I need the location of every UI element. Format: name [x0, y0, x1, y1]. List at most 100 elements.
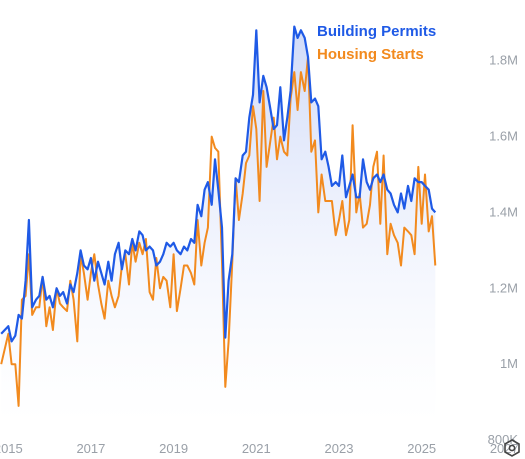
data-point — [62, 291, 64, 293]
data-point — [159, 288, 161, 290]
data-point — [201, 215, 203, 217]
data-point — [118, 295, 120, 297]
data-point — [266, 86, 268, 88]
data-point — [342, 200, 344, 202]
data-point — [263, 90, 265, 92]
data-point — [94, 253, 96, 255]
data-point — [108, 280, 110, 282]
data-point — [15, 335, 17, 337]
data-point — [108, 261, 110, 263]
data-point — [214, 147, 216, 149]
data-point — [97, 284, 99, 286]
data-point — [349, 185, 351, 187]
data-point — [70, 280, 72, 282]
data-point — [338, 219, 340, 221]
data-point — [214, 159, 216, 161]
data-point — [421, 181, 423, 183]
data-point — [245, 151, 247, 153]
data-point — [404, 208, 406, 210]
data-point — [314, 140, 316, 142]
data-point — [87, 299, 89, 301]
x-tick-label: 2017 — [76, 441, 105, 456]
data-point — [435, 265, 437, 267]
data-point — [404, 227, 406, 229]
data-point — [297, 109, 299, 111]
data-point — [280, 136, 282, 138]
data-point — [411, 234, 413, 236]
data-point — [387, 189, 389, 191]
data-point — [83, 272, 85, 274]
data-point — [180, 288, 182, 290]
area-layer — [1, 26, 436, 423]
data-point — [142, 234, 144, 236]
data-point — [397, 212, 399, 214]
data-point — [424, 185, 426, 187]
data-point — [101, 303, 103, 305]
legend-entry: Housing Starts — [317, 46, 424, 63]
data-point — [35, 307, 37, 309]
data-point — [232, 253, 234, 255]
data-point — [135, 261, 137, 263]
data-point — [163, 276, 165, 278]
data-point — [125, 250, 127, 252]
data-point — [152, 299, 154, 301]
data-point — [249, 155, 251, 157]
data-point — [390, 193, 392, 195]
y-tick-label: 1.2M — [489, 280, 518, 295]
data-point — [35, 299, 37, 301]
data-point — [173, 242, 175, 244]
data-point — [252, 105, 254, 107]
data-point — [255, 30, 257, 32]
legend: Building Permits Housing Starts — [317, 23, 436, 63]
data-point — [342, 155, 344, 157]
data-point — [152, 250, 154, 252]
data-point — [59, 295, 61, 297]
data-point — [149, 291, 151, 293]
data-point — [159, 261, 161, 263]
data-point — [201, 265, 203, 267]
data-point — [407, 185, 409, 187]
data-point — [325, 151, 327, 153]
data-point — [349, 219, 351, 221]
data-point — [428, 189, 430, 191]
data-point — [90, 272, 92, 274]
data-point — [431, 208, 433, 210]
data-point — [273, 117, 275, 119]
data-point — [145, 238, 147, 240]
data-point — [328, 200, 330, 202]
data-point — [176, 250, 178, 252]
data-point — [114, 307, 116, 309]
data-point — [311, 102, 313, 104]
data-point — [66, 303, 68, 305]
data-point — [225, 386, 227, 388]
data-point — [345, 197, 347, 199]
data-point — [49, 307, 51, 309]
data-point — [97, 261, 99, 263]
data-point — [266, 166, 268, 168]
data-point — [183, 246, 185, 248]
data-point — [300, 30, 302, 32]
settings-button[interactable] — [504, 439, 520, 457]
line-layer — [0, 25, 437, 407]
data-point — [139, 242, 141, 244]
data-point — [46, 325, 48, 327]
data-point — [183, 265, 185, 267]
data-point — [383, 174, 385, 176]
data-point — [176, 310, 178, 312]
data-point — [25, 280, 27, 282]
x-tick-label: 2019 — [159, 441, 188, 456]
data-point — [135, 250, 137, 252]
data-point — [366, 181, 368, 183]
x-tick-label: 2025 — [407, 441, 436, 456]
data-point — [338, 185, 340, 187]
data-point — [356, 197, 358, 199]
data-point — [418, 166, 420, 168]
data-point — [328, 166, 330, 168]
data-point — [77, 272, 79, 274]
data-point — [249, 117, 251, 119]
data-point — [252, 94, 254, 96]
data-point — [187, 265, 189, 267]
data-point — [428, 231, 430, 233]
data-point — [287, 155, 289, 157]
